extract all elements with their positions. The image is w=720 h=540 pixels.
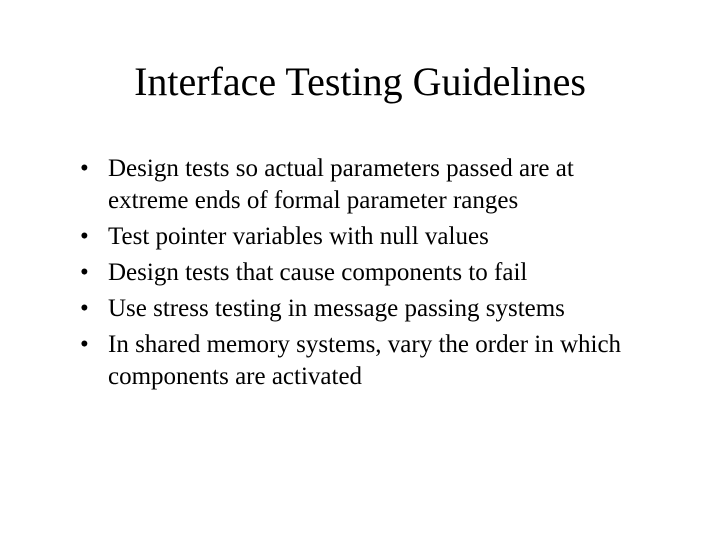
bullet-list: Design tests so actual parameters passed…	[80, 153, 650, 397]
list-item: Test pointer variables with null values	[80, 221, 650, 253]
list-item: In shared memory systems, vary the order…	[80, 329, 650, 393]
slide-title: Interface Testing Guidelines	[60, 58, 660, 105]
list-item: Use stress testing in message passing sy…	[80, 293, 650, 325]
slide: Interface Testing Guidelines Design test…	[0, 0, 720, 540]
list-item: Design tests that cause components to fa…	[80, 257, 650, 289]
list-item: Design tests so actual parameters passed…	[80, 153, 650, 217]
